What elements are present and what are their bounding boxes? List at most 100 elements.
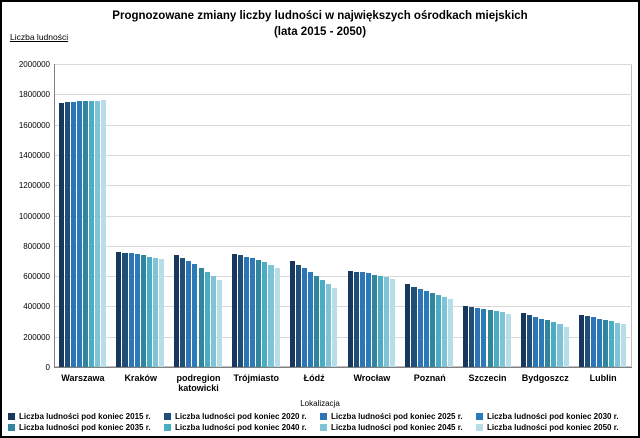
bar [256, 260, 262, 367]
legend-item: Liczba ludności pod koniec 2015 r. [8, 412, 164, 421]
legend-label: Liczba ludności pod koniec 2030 r. [487, 412, 619, 421]
x-category-label: Poznań [413, 373, 446, 383]
bar [134, 254, 140, 367]
bar [289, 260, 295, 367]
bar [122, 252, 128, 367]
bar [308, 271, 314, 367]
bar [180, 257, 186, 367]
bar [584, 316, 590, 367]
bar [295, 264, 301, 367]
bar [146, 256, 152, 367]
bar [70, 101, 76, 367]
bar [493, 311, 499, 367]
legend-label: Liczba ludności pod koniec 2020 r. [175, 412, 307, 421]
bar [95, 100, 101, 367]
legend-item: Liczba ludności pod koniec 2025 r. [320, 412, 476, 421]
bar [82, 100, 88, 367]
legend-item: Liczba ludności pod koniec 2040 r. [164, 423, 320, 432]
bar [481, 308, 487, 367]
bar [384, 277, 390, 367]
legend-label: Liczba ludności pod koniec 2050 r. [487, 423, 619, 432]
x-category-label: Łódź [303, 373, 325, 383]
bar [539, 318, 545, 367]
legend-item: Liczba ludności pod koniec 2050 r. [476, 423, 632, 432]
bar [204, 271, 210, 367]
bar [268, 264, 274, 367]
bar [232, 254, 238, 367]
bar [244, 256, 250, 367]
legend-marker [8, 413, 15, 420]
chart-legend: Liczba ludności pod koniec 2015 r. Liczba… [8, 412, 632, 432]
bar [250, 258, 256, 367]
legend-item: Liczba ludności pod koniec 2045 r. [320, 423, 476, 432]
y-axis-line [54, 64, 55, 367]
y-tick-label: 400000 [23, 302, 50, 312]
bar [578, 315, 584, 367]
x-category-label: Warszawa [61, 373, 105, 383]
bar [238, 255, 244, 367]
legend-marker [164, 413, 171, 420]
y-tick-label: 1600000 [18, 120, 50, 130]
chart-title-line1: Prognozowane zmiany liczby ludności w na… [112, 10, 528, 22]
y-tick-label: 1000000 [18, 211, 50, 221]
bar [521, 313, 527, 367]
bar [332, 288, 338, 367]
y-tick-label: 800000 [23, 241, 50, 251]
legend-marker [476, 424, 483, 431]
bar [320, 279, 326, 367]
bar [435, 295, 441, 367]
bar [405, 284, 411, 367]
bar [609, 321, 615, 367]
x-category-label: Lublin [589, 373, 617, 383]
gridline [54, 154, 632, 156]
y-tick-label: 0 [45, 363, 50, 372]
bar [557, 324, 563, 367]
bar [64, 102, 70, 367]
bar [603, 319, 609, 367]
bar [377, 275, 384, 367]
bar [58, 103, 64, 367]
y-tick-label: 1400000 [18, 150, 50, 160]
bar [216, 279, 222, 367]
legend-marker [320, 424, 327, 431]
gridline [54, 276, 632, 278]
bar [417, 288, 423, 367]
bar [463, 305, 469, 367]
bar [563, 326, 569, 367]
bar [423, 290, 429, 367]
x-category-label: podregion katowicki [176, 373, 221, 394]
x-category-label: Bydgoszcz [521, 373, 569, 383]
bar [621, 323, 627, 367]
y-axis-title: Liczba ludności [10, 32, 69, 42]
legend-label: Liczba ludności pod koniec 2015 r. [19, 412, 151, 421]
legend-marker [8, 424, 15, 431]
bar [88, 100, 95, 367]
bar [152, 257, 158, 367]
bar [347, 270, 353, 367]
gridline [54, 64, 632, 65]
bar [597, 318, 603, 367]
bar [615, 322, 621, 367]
legend-label: Liczba ludności pod koniec 2040 r. [175, 423, 307, 432]
bar [371, 274, 377, 367]
y-tick-label: 1200000 [18, 181, 50, 191]
legend-marker [476, 413, 483, 420]
bar [359, 272, 365, 367]
bar [390, 278, 396, 367]
bar [487, 309, 493, 367]
bar [505, 313, 511, 367]
bar [198, 267, 204, 367]
legend-label: Liczba ludności pod koniec 2045 r. [331, 423, 463, 432]
bar [447, 298, 453, 367]
bar [590, 317, 597, 367]
legend-item: Liczba ludności pod koniec 2030 r. [476, 412, 632, 421]
legend-label: Liczba ludności pod koniec 2025 r. [331, 412, 463, 421]
legend-row: Liczba ludności pod koniec 2035 r. Liczba… [8, 423, 632, 432]
legend-marker [320, 413, 327, 420]
y-tick-label: 1800000 [18, 90, 50, 100]
bar [441, 297, 447, 367]
chart-title: Prognozowane zmiany liczby ludności w na… [2, 9, 638, 40]
bar [551, 322, 557, 367]
x-category-label: Trójmiasto [233, 373, 280, 383]
